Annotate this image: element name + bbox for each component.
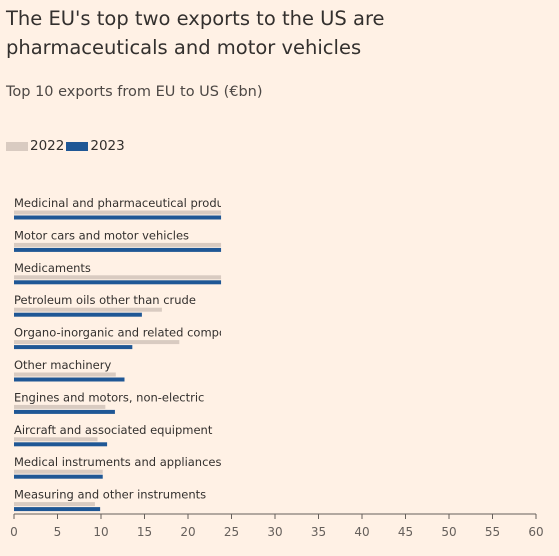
x-tick-label: 20 <box>180 525 195 539</box>
bar-2022 <box>14 242 222 247</box>
legend-swatch-2022 <box>6 141 28 151</box>
chart-title: The EU's top two exports to the US are p… <box>6 7 385 59</box>
bar-2023 <box>14 280 222 285</box>
bar-2023 <box>14 507 101 512</box>
x-tick-label: 25 <box>224 525 239 539</box>
bar-2022 <box>14 437 98 442</box>
x-tick-label: 55 <box>485 525 500 539</box>
bar-2023 <box>14 474 103 479</box>
legend: 2022 2023 <box>6 137 127 155</box>
bar-2023 <box>14 377 125 382</box>
bar-2022 <box>14 210 222 215</box>
bar-2023 <box>14 442 108 447</box>
category-label: Measuring and other instruments <box>14 488 206 502</box>
category-label: Medical instruments and appliances <box>14 455 222 469</box>
legend-item-2022: 2022 <box>6 138 64 154</box>
bar-2022 <box>14 340 180 345</box>
legend-label-2023: 2023 <box>90 138 125 154</box>
x-tick-label: 40 <box>354 525 369 539</box>
x-tick-label: 5 <box>54 525 62 539</box>
bar-2022 <box>14 502 95 507</box>
bar-2023 <box>14 215 222 220</box>
legend-swatch-2023 <box>66 141 89 151</box>
bar-2023 <box>14 409 115 414</box>
category-label: Organo-inorganic and related compou <box>14 326 233 340</box>
legend-item-2023: 2023 <box>66 138 125 154</box>
category-label: Engines and motors, non-electric <box>14 390 204 404</box>
bar-2023 <box>14 312 142 317</box>
x-tick-label: 60 <box>528 525 543 539</box>
x-tick-label: 30 <box>267 525 282 539</box>
x-tick-label: 15 <box>137 525 152 539</box>
x-tick-label: 50 <box>441 525 456 539</box>
chart-subtitle: Top 10 exports from EU to US (€bn) <box>6 84 263 100</box>
category-label: Petroleum oils other than crude <box>14 293 196 307</box>
bar-2023 <box>14 247 222 252</box>
category-label: Medicaments <box>14 261 91 275</box>
category-label: Other machinery <box>14 358 111 372</box>
x-tick-label: 0 <box>10 525 18 539</box>
x-tick-label: 45 <box>398 525 413 539</box>
category-label: Aircraft and associated equipment <box>14 423 213 437</box>
x-tick-label: 35 <box>311 525 326 539</box>
category-label: Motor cars and motor vehicles <box>14 228 189 242</box>
legend-label-2022: 2022 <box>30 138 65 154</box>
bar-2022 <box>14 372 116 377</box>
category-label: Medicinal and pharmaceutical produc <box>14 196 230 210</box>
bar-2022 <box>14 469 103 474</box>
bar-2022 <box>14 275 222 280</box>
bar-2023 <box>14 345 133 350</box>
bar-2022 <box>14 404 106 409</box>
bar-2022 <box>14 307 162 312</box>
x-tick-label: 10 <box>93 525 108 539</box>
